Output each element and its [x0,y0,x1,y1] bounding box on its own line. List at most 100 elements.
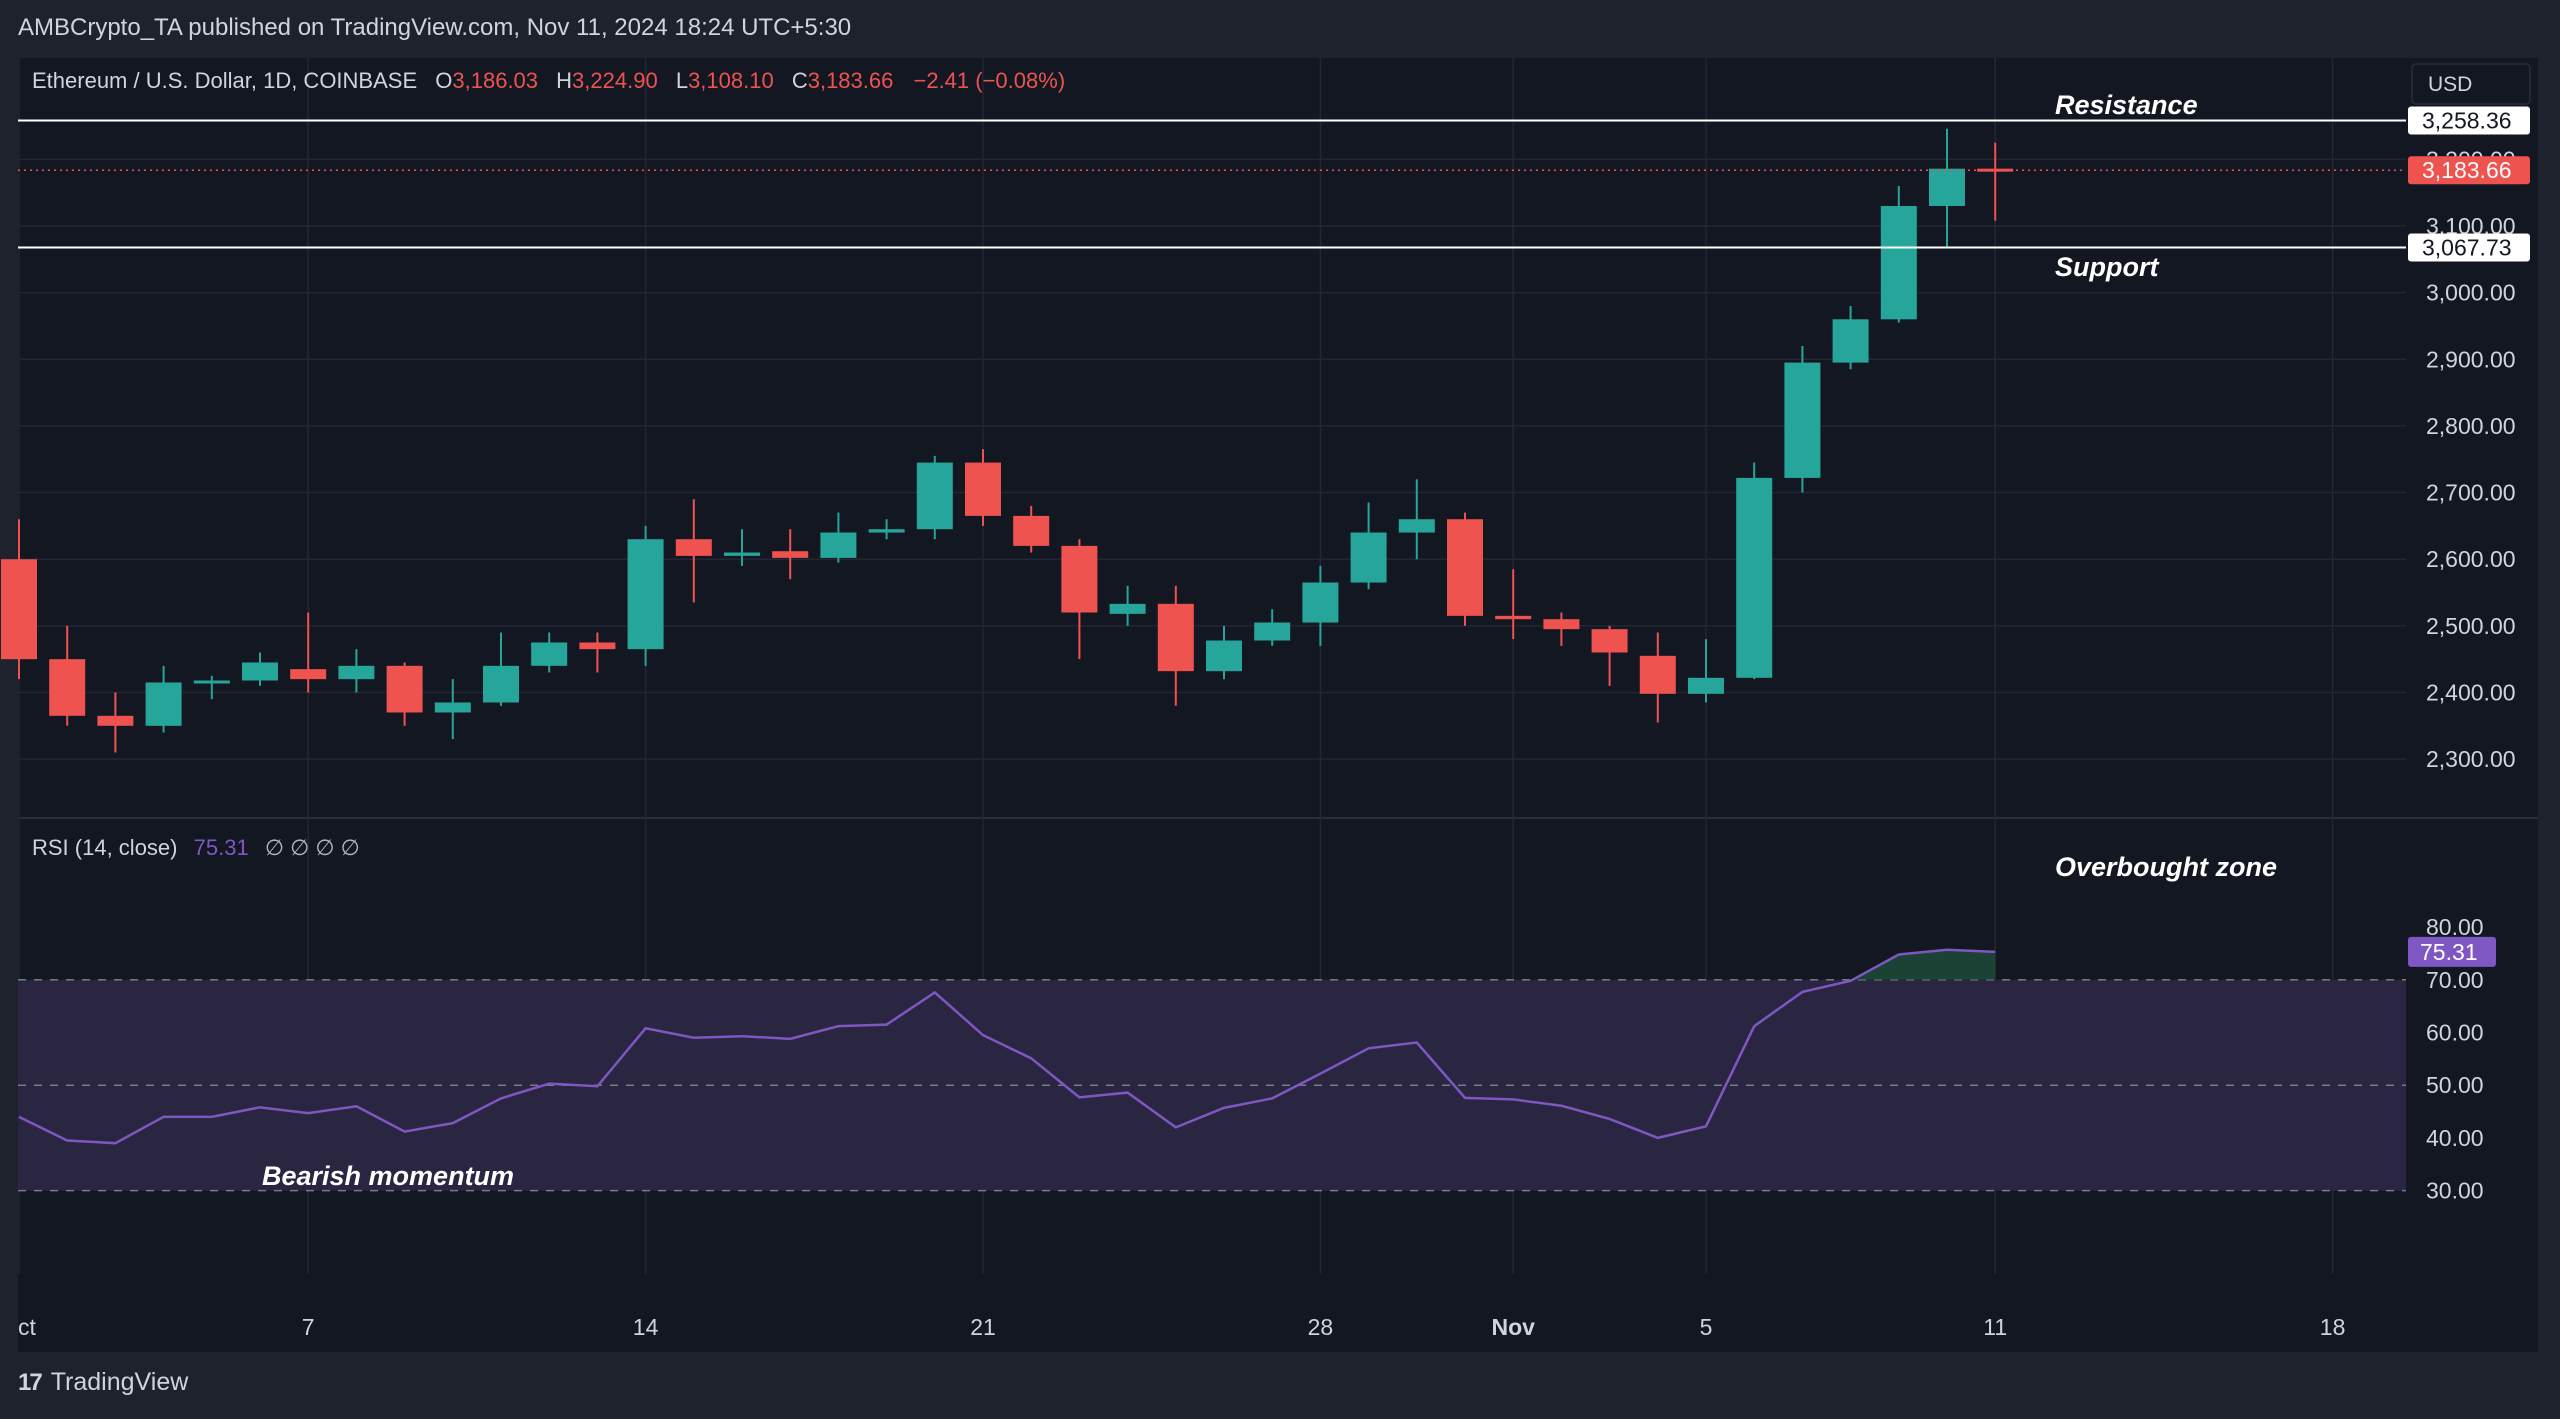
currency-button[interactable]: USD [2428,73,2472,96]
legend-l-value: 3,108.10 [688,68,774,93]
time-axis-panel [18,1274,2538,1352]
candle [916,455,953,540]
resistance-annotation: Resistance [2055,90,2198,120]
support-price-label: 3,067.73 [2408,233,2530,262]
candle [1495,569,1532,640]
support-price-label-bg [2408,233,2530,262]
candle [1109,585,1146,626]
candle [627,525,664,666]
candle [675,499,712,603]
tradingview-brand[interactable]: 17 TradingView [18,1368,188,1397]
candle [1302,565,1339,646]
legend-symbol: Ethereum / U.S. Dollar, 1D, COINBASE [32,68,417,93]
candle [1880,186,1917,323]
candle-body [1591,629,1628,653]
legend-h-value: 3,224.90 [572,68,658,93]
legend-l-label: L [676,68,688,93]
candle [1350,502,1387,590]
candle [1013,505,1050,553]
currency-button-bg[interactable] [2411,63,2531,105]
candle-body [916,462,953,530]
candle-body [965,462,1001,516]
legend-c-label: C [792,68,808,93]
candle-body [1398,519,1435,533]
candle-body [1061,545,1098,613]
rsi-overbought-fill [1852,949,1996,980]
resistance-price-label: 3,258.36 [2408,106,2530,135]
candles [1,128,2014,753]
candle [1157,585,1194,706]
candle [1254,609,1291,646]
time-tick-label: 18 [2320,1314,2346,1340]
candle-body [1013,515,1050,546]
price-tick-label: 2,600.00 [2426,546,2516,572]
rsi-tick-label: 70.00 [2426,967,2484,993]
candle-body [1350,532,1387,583]
candle [290,612,327,693]
rsi-last-label-bg [2408,936,2496,967]
candle [1832,305,1869,370]
rsi-line [18,948,1996,1145]
candle-body [193,680,230,684]
candle [1736,462,1773,680]
rsi-legend-label: RSI (14, close) [32,835,178,860]
candle-body [1832,319,1869,363]
candle-body [1109,603,1146,614]
candle [242,652,278,686]
tradingview-logo-icon: 17 [18,1368,43,1396]
bearish-annotation: Bearish momentum [262,1161,514,1191]
rsi-legend-extras: ∅ ∅ ∅ ∅ [265,835,360,860]
candle-body [1736,477,1773,678]
last-price-label-text: 3,183.66 [2422,157,2512,183]
resistance-price-label-text: 3,258.36 [2422,107,2512,133]
candle-body [338,665,375,680]
support-price-label-text: 3,067.73 [2422,235,2512,261]
candle-body [531,642,568,666]
candle-body [242,662,278,681]
candle-body [1254,622,1291,641]
legend-change: −2.41 (−0.08%) [913,68,1065,93]
candle-body [1880,206,1917,320]
published-info: AMBCrypto_TA published on TradingView.co… [18,14,852,41]
last-price-label-bg [2408,156,2530,185]
price-tick-label: 2,700.00 [2426,480,2516,506]
legend-o-label: O [435,68,452,93]
candle-body [772,551,809,558]
candle [338,649,375,693]
time-tick-label: 7 [302,1314,315,1340]
candle [1447,512,1483,626]
candle [1688,639,1724,703]
overbought-annotation: Overbought zone [2055,852,2277,882]
candle [434,679,471,740]
candle [1784,345,1821,493]
candle-body [145,682,182,726]
candle [1206,625,1242,680]
time-axis-ticks: ct 7 14 21 28 Nov 5 11 18 [18,1314,2345,1340]
candle [1543,612,1580,646]
candle [772,529,809,580]
candle-body [627,539,664,650]
candle-body [1688,677,1724,694]
rsi-tick-label: 30.00 [2426,1178,2484,1204]
tradingview-name: TradingView [50,1368,189,1396]
price-axis-panel [2406,58,2538,1352]
candle-body [434,702,471,713]
candle [531,632,568,673]
price-tick-label: 2,400.00 [2426,679,2516,705]
time-tick-label: 28 [1308,1314,1334,1340]
candle [193,675,230,700]
candle-body [724,552,760,556]
candle [145,665,182,733]
time-tick-label: 14 [633,1314,659,1340]
candle [1061,539,1098,660]
candle-body [1206,640,1242,672]
price-tick-label: 2,500.00 [2426,613,2516,639]
candle [820,512,857,563]
support-annotation: Support [2055,252,2159,282]
candle-body [675,539,712,556]
horizontal-lines [18,119,2406,249]
legend-o-value: 3,186.03 [452,68,538,93]
candle [1,519,37,680]
time-tick-label: 5 [1700,1314,1713,1340]
